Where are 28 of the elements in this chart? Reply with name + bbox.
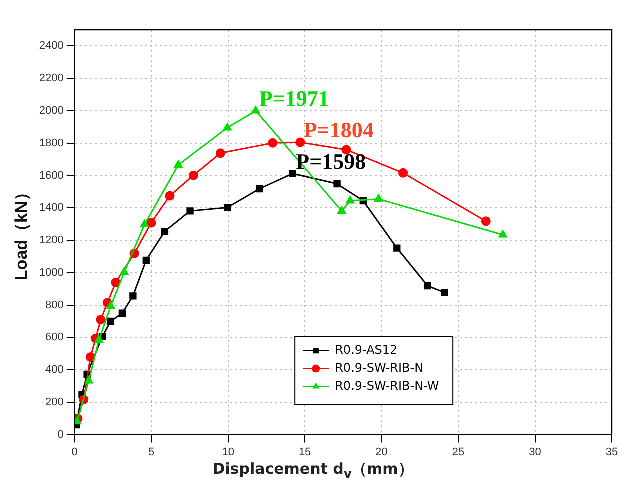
y-tick-label: 0: [58, 428, 64, 441]
annotation: P=1804: [304, 118, 374, 143]
x-tick-label: 10: [222, 446, 234, 458]
x-tick-label: 5: [148, 446, 155, 458]
legend-label: R0.9-AS12: [335, 342, 398, 357]
x-tick-label: 35: [606, 446, 618, 458]
annotation: P=1971: [259, 86, 330, 111]
y-tick-label: 1800: [39, 137, 64, 150]
y-tick-label: 1000: [39, 266, 64, 279]
y-tick-label: 800: [46, 299, 64, 312]
y-tick-label: 400: [46, 364, 64, 376]
y-tick-label: 2400: [39, 40, 64, 52]
x-axis-title: Displacement d$_{v}$（mm）: [212, 460, 414, 481]
y-tick-label: 2200: [39, 72, 64, 85]
y-tick-label: 2000: [39, 104, 64, 117]
y-tick-label: 1200: [39, 234, 64, 247]
legend-label: R0.9-SW-RIB-N: [335, 360, 424, 375]
x-tick-label: 0: [72, 446, 78, 458]
x-tick-label: 20: [376, 446, 388, 458]
legend-label: R0.9-SW-RIB-N-W: [335, 378, 440, 393]
y-axis-title: Load（kN）: [12, 184, 31, 281]
y-tick-label: 1600: [39, 170, 64, 182]
y-tick-label: 1400: [39, 202, 64, 214]
y-tick-label: 600: [46, 332, 64, 344]
x-tick-label: 25: [452, 446, 465, 458]
x-tick-label: 30: [529, 446, 542, 458]
x-tick-label: 15: [298, 446, 312, 458]
y-tick-label: 200: [46, 396, 64, 408]
